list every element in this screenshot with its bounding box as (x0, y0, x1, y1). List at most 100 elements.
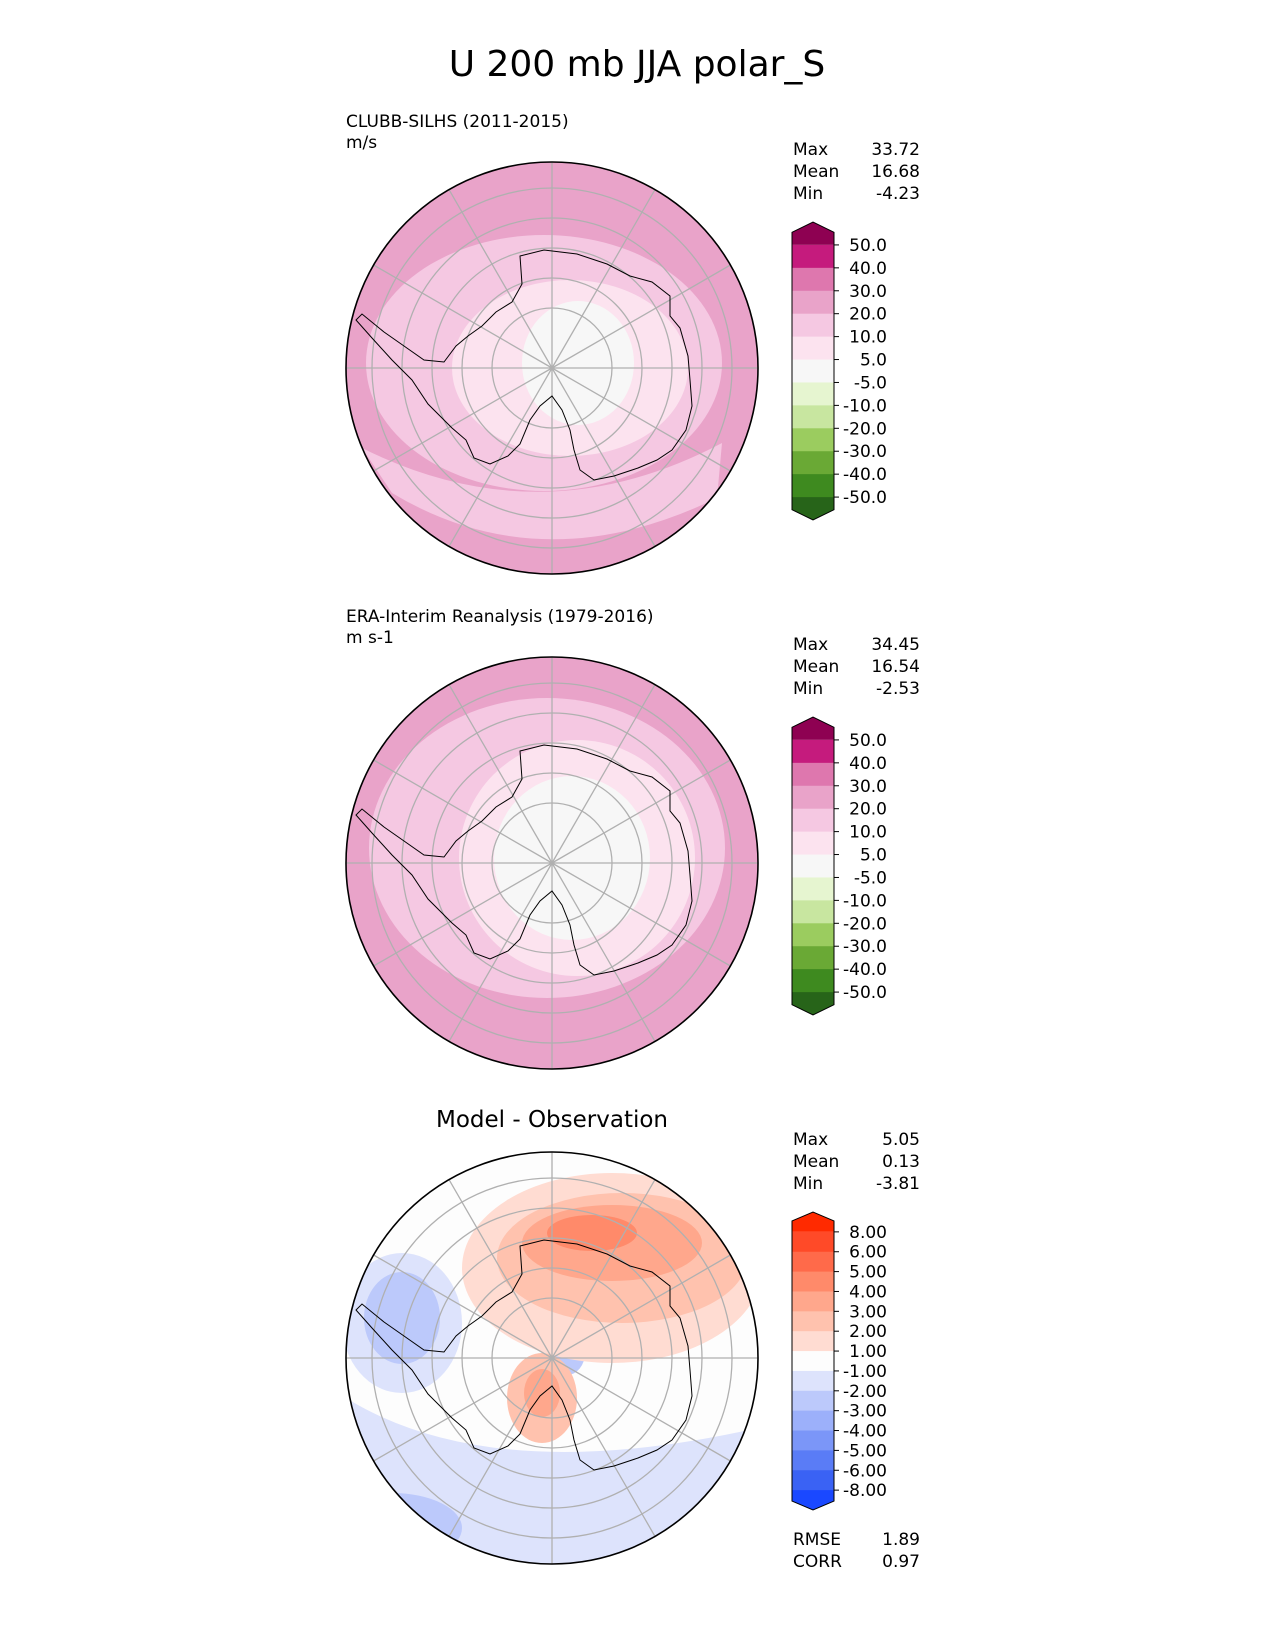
colorbar-tick-label: -10.0 (843, 891, 887, 911)
colorbar-segment (792, 1271, 834, 1292)
colorbar-tick-label: 40.0 (849, 259, 887, 279)
colorbar-segment (792, 359, 834, 383)
colorbar-segment (792, 474, 834, 498)
panel-3: Model - Observation Max 5.05 Mean 0.13 Min -3.… (345, 1107, 920, 1572)
colorbar-tick-label: -4.00 (843, 1422, 887, 1442)
contour-minus4-minus3 (346, 1513, 429, 1553)
colorbar-segment (792, 1410, 834, 1432)
colorbar-outline (791, 221, 835, 521)
colorbar-extend-min (792, 992, 834, 1015)
meridian (551, 684, 656, 864)
colorbar-segment (792, 428, 834, 452)
colorbar-segment (792, 1450, 834, 1471)
graticule (346, 1152, 758, 1564)
colorbar-tick-label: -5.0 (854, 868, 887, 888)
meridian (373, 862, 553, 967)
colorbar-segment (792, 785, 834, 810)
units-label: m s-1 (346, 628, 394, 648)
meridian (551, 1357, 731, 1462)
colorbar-extend-max (792, 717, 834, 740)
meridian (448, 189, 553, 369)
meridian (448, 862, 553, 1042)
figure-title: U 200 mb JJA polar_S (449, 44, 826, 85)
colorbar-segment (792, 1430, 834, 1451)
colorbar-tick-label: 5.00 (849, 1263, 887, 1283)
colorbar-extend-min (792, 497, 834, 520)
meridian (551, 189, 656, 369)
stat-label: Min (793, 184, 823, 204)
colorbar-tick-label: 4.00 (849, 1282, 887, 1302)
stat-label: Min (793, 1174, 823, 1194)
colorbar-segment (792, 854, 834, 878)
colorbar-tick-label: -20.0 (843, 914, 887, 934)
colorbar-tick-label: -1.00 (843, 1362, 887, 1382)
metric-value: 1.89 (882, 1530, 920, 1550)
colorbar-segment (792, 1351, 834, 1372)
panel-1: CLUBB-SILHS (2011-2015)m/s Max 33.72 Mean 16… (345, 112, 920, 575)
contour-minus3-minus2-s (346, 1493, 462, 1563)
colorbar-tick-label: 2.00 (849, 1322, 887, 1342)
colorbar-tick-label: -40.0 (843, 465, 887, 485)
colorbar-tick-label: -3.00 (843, 1402, 887, 1422)
colorbar-tick-label: 5.0 (860, 351, 887, 371)
colorbar-tick-label: -6.00 (843, 1461, 887, 1481)
colorbar-tick-label: 20.0 (849, 800, 887, 820)
colorbar-segment (792, 969, 834, 993)
colorbar-segment (792, 831, 834, 856)
colorbar-tick-label: -2.00 (843, 1382, 887, 1402)
colorbar-outline (791, 1211, 835, 1511)
contour-minus5-5 (494, 776, 650, 940)
colorbar-extend-max (792, 222, 834, 245)
colorbar: 50.0 40.0 30.0 20.0 10.0 5.0-5.0 -10.0 -20.0 -30… (791, 221, 887, 521)
antarctica-coastline (355, 744, 693, 976)
stat-value: 33.72 (871, 140, 920, 160)
antarctica-coastline (355, 1239, 693, 1471)
map-boundary (345, 1151, 759, 1565)
graticule (346, 162, 758, 574)
meridian (373, 1357, 553, 1462)
stat-value: -4.23 (876, 184, 920, 204)
contour-10-20-band (362, 443, 722, 540)
meridian (551, 264, 731, 369)
colorbar-tick-label: 1.00 (849, 1342, 887, 1362)
colorbar-tick-label: -5.0 (854, 373, 887, 393)
graticule (346, 657, 758, 1069)
panel-title: Model - Observation (436, 1107, 668, 1133)
stat-label: Max (793, 635, 828, 655)
colorbar-tick-label: -5.00 (843, 1441, 887, 1461)
stat-label: Mean (793, 657, 839, 677)
stat-value: 0.13 (882, 1152, 920, 1172)
colorbar-segment (792, 290, 834, 315)
colorbar-tick-label: 50.0 (849, 731, 887, 751)
colorbar-tick-label: -30.0 (843, 442, 887, 462)
colorbar-tick-label: 50.0 (849, 236, 887, 256)
stat-label: Max (793, 1130, 828, 1150)
colorbar-tick-label: -30.0 (843, 937, 887, 957)
stat-label: Mean (793, 162, 839, 182)
colorbar-segment (792, 739, 834, 764)
colorbar-segment (792, 808, 834, 833)
colorbar-tick-label: -10.0 (843, 396, 887, 416)
colorbar-segment (792, 1291, 834, 1312)
stat-value: 16.54 (871, 657, 920, 677)
colorbar-outline (791, 716, 835, 1016)
meridian (373, 367, 553, 472)
colorbar-segment (792, 877, 834, 901)
meridian (551, 759, 731, 864)
colorbar: 8.006.005.004.003.002.001.00-1.00-2.00-3… (791, 1211, 887, 1511)
meridian (551, 1357, 656, 1537)
colorbar-segment (792, 244, 834, 269)
colorbar-tick-label: -50.0 (843, 983, 887, 1003)
meridian (551, 1254, 731, 1359)
metric-label: RMSE (793, 1530, 841, 1550)
colorbar-segment (792, 313, 834, 338)
colorbar-segment (792, 923, 834, 947)
stat-value: 5.05 (882, 1130, 920, 1150)
colorbar-tick-label: -20.0 (843, 419, 887, 439)
colorbar-tick-label: 6.00 (849, 1243, 887, 1263)
colorbar-segment (792, 762, 834, 787)
meridian (551, 862, 656, 1042)
stat-value: 34.45 (871, 635, 920, 655)
colorbar-tick-label: 30.0 (849, 282, 887, 302)
